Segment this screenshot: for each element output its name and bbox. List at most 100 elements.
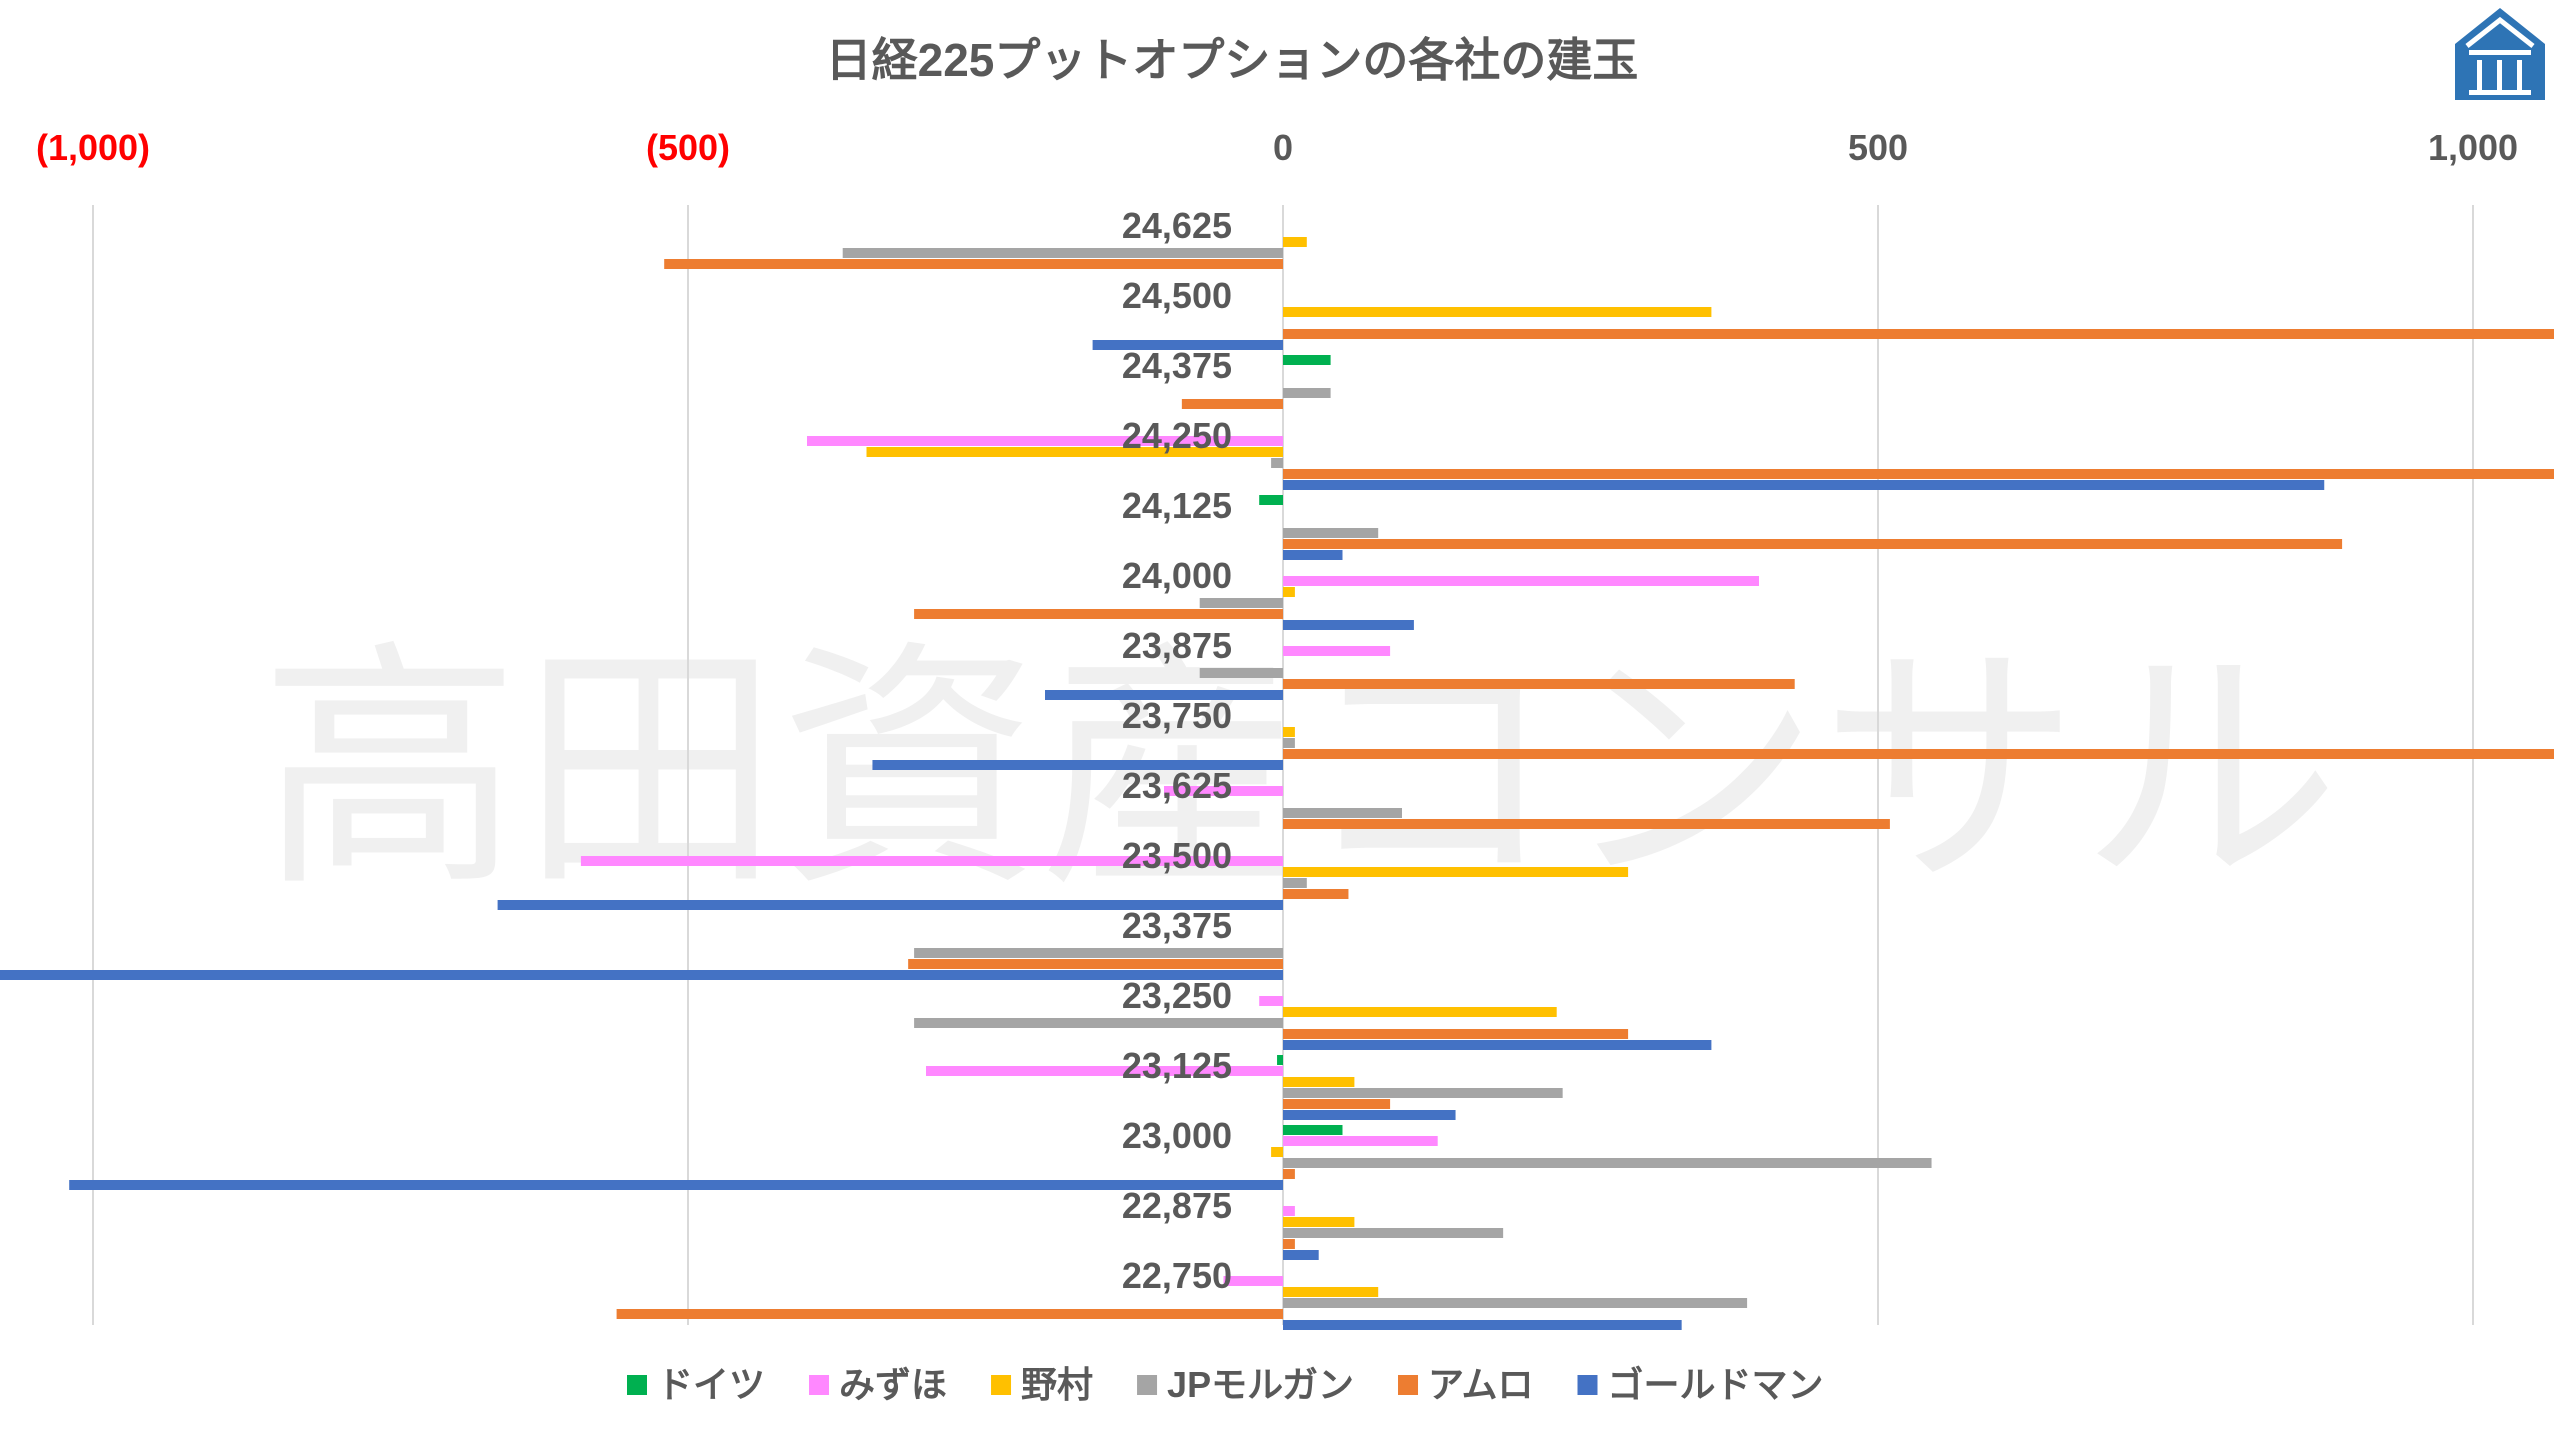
x-tick-label: 500 [1848,127,1908,168]
category-labels: 24,625 24,500 24,375 24,250 24,125 24,000 23,8… [1122,205,1232,1296]
bar-0-13 [1283,1125,1343,1135]
bar-5-12 [1283,1110,1456,1120]
bar-4-1 [1283,329,2554,339]
x-axis-ticks: (2,000)(1,500)(1,000)(500)05001,0001,500… [36,127,2518,168]
bar-0-12 [1277,1055,1283,1065]
bar-1-12 [926,1066,1283,1076]
category-label: 23,000 [1122,1115,1232,1156]
bar-5-7 [872,760,1283,770]
bar-5-3 [1283,480,2325,490]
bar-2-7 [1283,727,1295,737]
bar-1-13 [1283,1136,1438,1146]
bar-4-3 [1283,469,2554,479]
bar-5-1 [1092,340,1283,350]
bar-5-5 [1283,620,1414,630]
x-tick-label: (500) [646,127,730,168]
bar-5-9 [497,900,1284,910]
bar-1-15 [1223,1276,1283,1286]
company-logo-icon [2455,8,2545,100]
category-label: 23,750 [1122,695,1232,736]
bar-5-11 [1283,1040,1712,1050]
category-label: 24,625 [1122,205,1232,246]
category-label: 24,125 [1122,485,1232,526]
bar-4-5 [914,609,1283,619]
bar-4-8 [1283,819,1890,829]
category-label: 22,750 [1122,1255,1232,1296]
category-label: 24,250 [1122,415,1232,456]
bar-1-14 [1283,1206,1295,1216]
legend-label: ドイツ [657,1364,765,1405]
bar-3-8 [1283,808,1402,818]
legend-swatch-3 [1137,1375,1158,1395]
bar-2-15 [1283,1287,1379,1297]
bar-4-13 [1283,1169,1295,1179]
legend-swatch-5 [1577,1375,1598,1395]
bar-3-9 [1283,878,1307,888]
category-label: 23,625 [1122,765,1232,806]
category-label: 23,375 [1122,905,1232,946]
legend-swatch-1 [809,1375,830,1395]
category-label: 24,000 [1122,555,1232,596]
bar-2-5 [1283,587,1295,597]
legend-label: アムロ [1428,1364,1533,1405]
legend-swatch-0 [627,1375,647,1395]
category-label: 24,500 [1122,275,1232,316]
legend-label: みずほ [839,1364,947,1405]
bar-4-9 [1283,889,1349,899]
bar-4-6 [1283,679,1795,689]
legend-label: ゴールドマン [1608,1364,1824,1405]
bar-5-14 [1283,1250,1319,1260]
x-tick-label: 1,000 [2428,127,2518,168]
bar-3-14 [1283,1228,1504,1238]
bar-4-15 [616,1309,1283,1319]
bar-0-2 [1283,355,1331,365]
legend-swatch-2 [991,1375,1012,1395]
bar-4-10 [908,959,1283,969]
bar-5-10 [0,970,1283,980]
bar-3-0 [842,248,1283,258]
bar-1-8 [1164,786,1283,796]
legend-label: 野村 [1021,1364,1093,1405]
bar-3-13 [1283,1158,1932,1168]
bar-3-7 [1283,738,1295,748]
bar-3-2 [1283,388,1331,398]
category-label: 24,375 [1122,345,1232,386]
legend: ドイツ みずほ 野村 JPモルガン アムロ ゴールドマン [627,1364,1824,1405]
x-tick-label: 0 [1273,127,1293,168]
bar-1-9 [580,856,1283,866]
bar-4-7 [1283,749,2554,759]
bar-4-11 [1283,1029,1629,1039]
bar-1-11 [1259,996,1283,1006]
bar-5-13 [69,1180,1284,1190]
bar-1-5 [1283,576,1759,586]
category-label: 23,875 [1122,625,1232,666]
legend-label: JPモルガン [1167,1364,1354,1405]
bar-5-15 [1283,1320,1682,1330]
bar-2-12 [1283,1077,1355,1087]
bar-3-4 [1283,528,1379,538]
bar-3-6 [1199,668,1283,678]
bar-3-11 [914,1018,1283,1028]
legend-swatch-4 [1398,1375,1419,1395]
bar-4-4 [1283,539,2343,549]
gridlines [92,205,2474,1325]
bar-3-3 [1271,458,1283,468]
x-tick-label: (1,000) [36,127,150,168]
bar-5-4 [1283,550,1343,560]
bar-0-4 [1259,495,1283,505]
bar-4-14 [1283,1239,1295,1249]
category-label: 23,125 [1122,1045,1232,1086]
bar-2-1 [1283,307,1712,317]
bars [0,237,2554,1330]
bar-1-6 [1283,646,1391,656]
bar-2-11 [1283,1007,1557,1017]
bar-3-12 [1283,1088,1563,1098]
category-label: 23,250 [1122,975,1232,1016]
bar-4-2 [1181,399,1283,409]
bar-3-5 [1199,598,1283,608]
bar-2-14 [1283,1217,1355,1227]
bar-2-3 [866,447,1283,457]
bar-4-12 [1283,1099,1391,1109]
